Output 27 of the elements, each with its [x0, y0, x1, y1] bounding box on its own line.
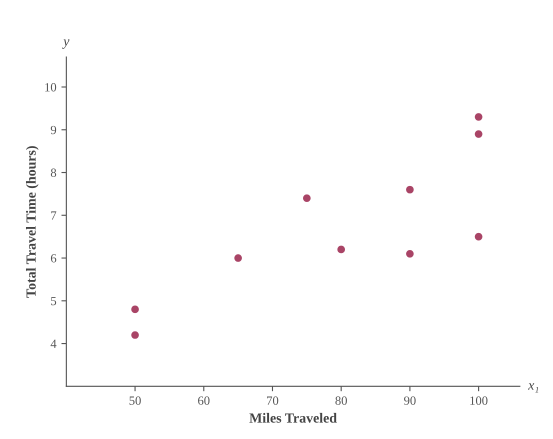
point [234, 254, 242, 262]
point [474, 130, 482, 138]
text: y [62, 39, 70, 49]
point [131, 306, 139, 314]
x-tick-label: 100 [470, 396, 488, 405]
y-tick-label: 9 [50, 126, 56, 134]
y-tick-label: 8 [50, 168, 56, 177]
point [474, 113, 482, 121]
x-tick-label: 80 [335, 396, 347, 405]
y-axis-title: Total Travel Time (hours) [26, 146, 39, 298]
y-tick-label: 6 [50, 254, 56, 262]
point [337, 246, 345, 254]
y-tick-label: 5 [51, 296, 56, 306]
point [303, 194, 311, 202]
y-tick-label: 7 [51, 211, 56, 220]
point [406, 250, 414, 258]
point [474, 232, 482, 240]
x-axis-title: Miles Traveled [249, 412, 337, 423]
point [406, 186, 414, 194]
x-tick-label: 90 [404, 396, 416, 405]
point [131, 331, 139, 339]
x-tick-label: 50 [130, 396, 141, 405]
y-tick-label: 10 [45, 83, 56, 92]
y-tick-label: 4 [50, 340, 56, 348]
x-tick-label: 60 [198, 396, 210, 405]
text: x₁ [528, 383, 538, 392]
x-tick-label: 70 [267, 396, 278, 405]
